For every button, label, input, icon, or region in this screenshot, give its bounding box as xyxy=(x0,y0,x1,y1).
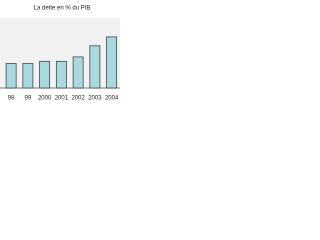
x-tick-label: 2003 xyxy=(88,96,102,102)
bar xyxy=(39,60,51,89)
x-tick-label: 2000 xyxy=(38,96,52,102)
x-tick-label: 99 xyxy=(25,96,32,102)
x-tick-label: 2004 xyxy=(105,96,119,102)
bar xyxy=(5,63,17,89)
x-tick-label: 2002 xyxy=(71,96,85,102)
bar xyxy=(72,56,84,89)
x-tick-label: 98 xyxy=(8,96,15,102)
chart-title: La dette en % du PIB xyxy=(34,6,91,12)
bar xyxy=(55,60,67,89)
bar xyxy=(89,45,101,89)
bar xyxy=(22,63,34,89)
x-tick-label: 2001 xyxy=(55,96,69,102)
bar xyxy=(106,36,118,89)
chart: La dette en % du PIB 98 99 2000 2001 2002 200… xyxy=(0,6,120,102)
